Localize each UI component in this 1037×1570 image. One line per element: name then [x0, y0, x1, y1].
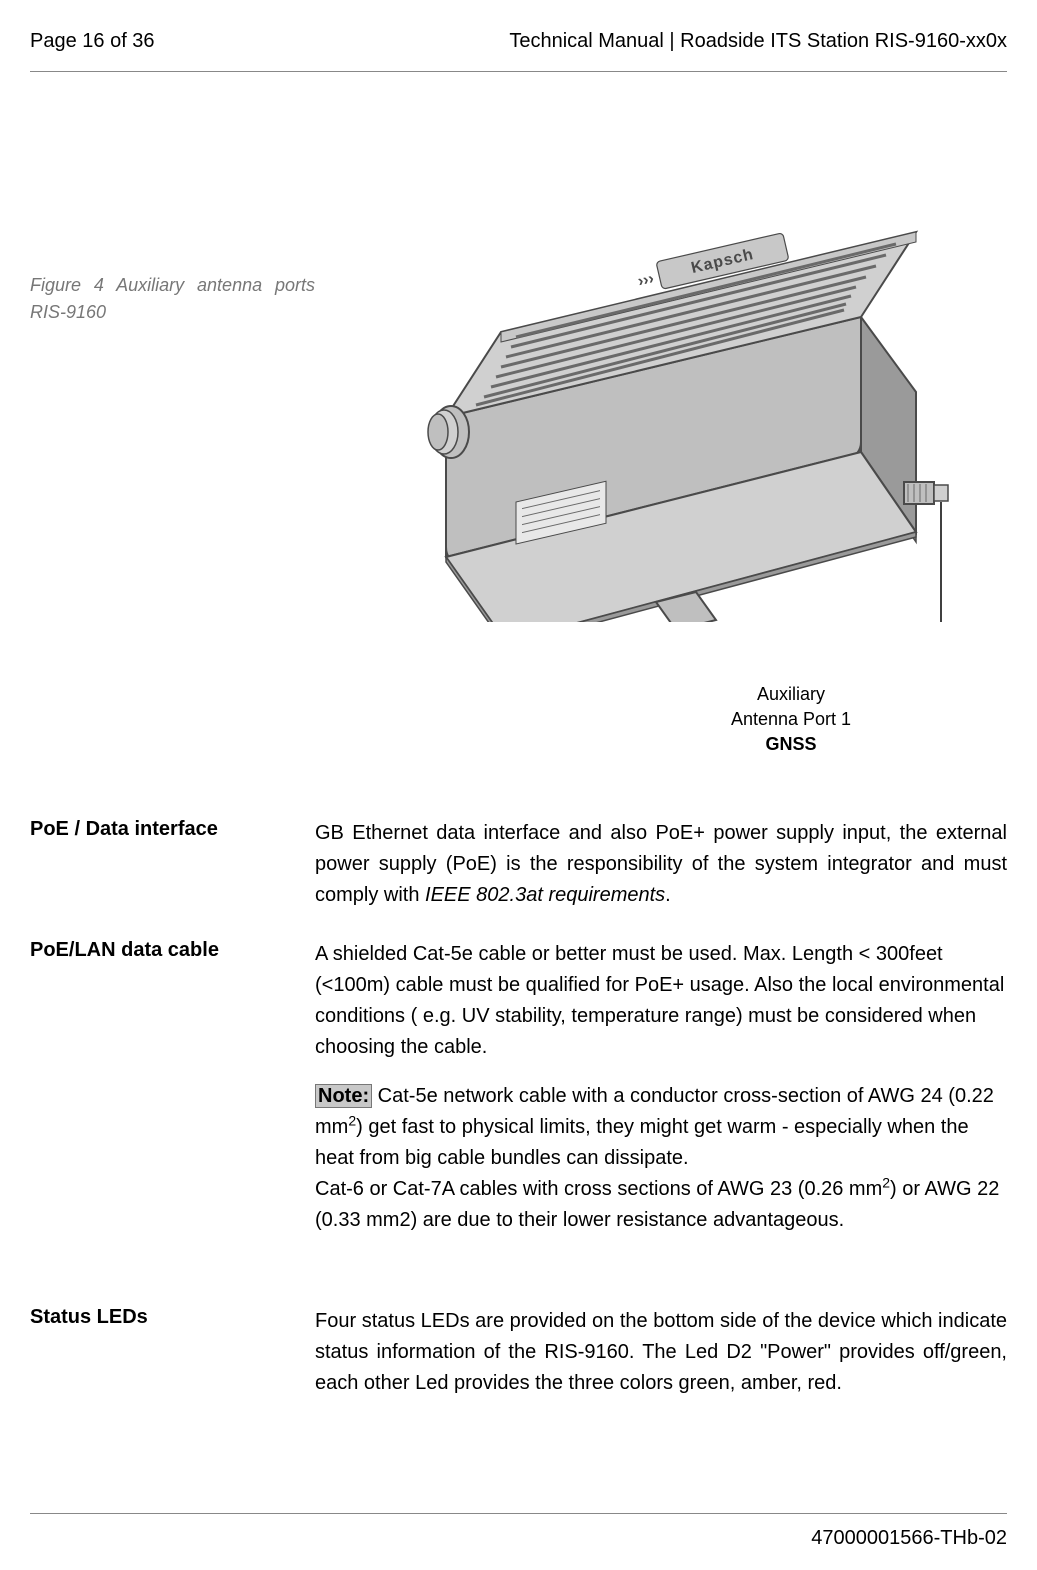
note-label: Note: [315, 1084, 372, 1108]
device-illustration: Kapsch ››› [356, 202, 966, 622]
device-body: Kapsch ››› [428, 232, 948, 622]
text: . [665, 884, 671, 906]
section-body: A shielded Cat-5e cable or better must b… [315, 939, 1007, 1236]
footer-doc-number: 47000001566-THb-02 [811, 1527, 1007, 1550]
note-para: Note: Cat-5e network cable with a conduc… [315, 1081, 1007, 1236]
figure-row: Figure 4 Auxiliary antenna ports RIS-916… [30, 202, 1007, 758]
page: Page 16 of 36 Technical Manual | Roadsid… [0, 0, 1037, 1570]
antenna-label-line2: Antenna Port 1 [731, 709, 851, 729]
note-text: Cat-6 or Cat-7A cables with cross sectio… [315, 1178, 882, 1200]
italic-text: IEEE 802.3at requirements [425, 884, 665, 906]
page-number: Page 16 of 36 [30, 30, 155, 53]
section-status-leds: Status LEDs Four status LEDs are provide… [30, 1306, 1007, 1399]
left-gland [428, 406, 469, 458]
header-divider [30, 71, 1007, 72]
figure-caption: Figure 4 Auxiliary antenna ports RIS-916… [30, 202, 315, 326]
antenna-port-1 [904, 482, 948, 504]
section-poe-lan-cable: PoE/LAN data cable A shielded Cat-5e cab… [30, 939, 1007, 1236]
section-label: PoE/LAN data cable [30, 939, 315, 1236]
antenna-label-line1: Auxiliary [757, 684, 825, 704]
section-poe-data-interface: PoE / Data interface GB Ethernet data in… [30, 818, 1007, 911]
note-text: ) get fast to physical limits, they migh… [315, 1116, 969, 1169]
svg-text:›››: ››› [636, 270, 655, 290]
superscript: 2 [882, 1174, 890, 1190]
antenna-port-label: Auxiliary Antenna Port 1 GNSS [731, 682, 851, 758]
section-label: PoE / Data interface [30, 818, 315, 911]
doc-title: Technical Manual | Roadside ITS Station … [509, 30, 1007, 53]
section-label: Status LEDs [30, 1306, 315, 1399]
section-body: Four status LEDs are provided on the bot… [315, 1306, 1007, 1399]
figure-image-wrap: Kapsch ››› [315, 202, 1007, 758]
antenna-label-line3: GNSS [765, 734, 816, 754]
superscript: 2 [348, 1112, 356, 1128]
para1: A shielded Cat-5e cable or better must b… [315, 939, 1007, 1063]
page-header: Page 16 of 36 Technical Manual | Roadsid… [30, 30, 1007, 71]
footer-divider [30, 1513, 1007, 1514]
section-body: GB Ethernet data interface and also PoE+… [315, 818, 1007, 911]
